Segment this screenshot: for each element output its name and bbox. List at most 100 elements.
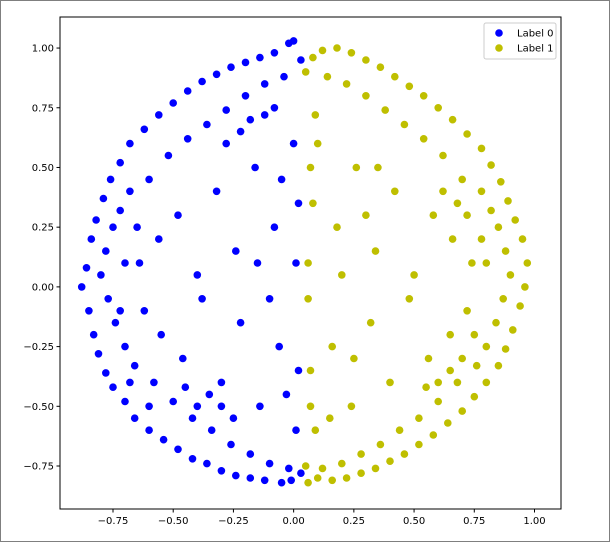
data-point bbox=[203, 120, 211, 129]
data-point bbox=[301, 68, 310, 76]
data-point bbox=[109, 383, 117, 392]
data-point bbox=[523, 259, 532, 267]
data-point bbox=[444, 419, 452, 427]
data-point bbox=[133, 223, 141, 231]
data-point bbox=[198, 295, 206, 303]
data-point bbox=[253, 259, 262, 267]
data-point bbox=[270, 49, 279, 57]
data-point bbox=[458, 175, 467, 184]
data-point bbox=[217, 378, 226, 387]
data-point bbox=[494, 223, 503, 231]
data-point bbox=[292, 426, 300, 435]
series-label-1 bbox=[301, 44, 532, 487]
data-point bbox=[85, 307, 93, 315]
data-point bbox=[509, 326, 517, 334]
data-point bbox=[246, 474, 255, 482]
data-point bbox=[145, 175, 153, 184]
data-point bbox=[155, 111, 163, 119]
data-point bbox=[126, 139, 134, 148]
data-point bbox=[277, 478, 286, 487]
data-point bbox=[140, 125, 149, 134]
data-point bbox=[174, 445, 182, 454]
data-point bbox=[419, 135, 428, 143]
data-point bbox=[270, 104, 279, 112]
data-point bbox=[477, 187, 486, 196]
data-point bbox=[155, 235, 163, 243]
data-point bbox=[463, 307, 471, 315]
data-point bbox=[311, 111, 320, 119]
x-tick-label: 0.00 bbox=[283, 516, 305, 527]
data-point bbox=[347, 402, 356, 411]
data-point bbox=[236, 127, 245, 136]
data-point bbox=[326, 414, 334, 423]
data-point bbox=[311, 426, 320, 435]
data-point bbox=[366, 318, 375, 327]
data-point bbox=[463, 130, 471, 138]
data-point bbox=[381, 106, 390, 114]
data-point bbox=[446, 366, 455, 375]
data-point bbox=[504, 197, 512, 205]
data-point bbox=[246, 115, 255, 124]
data-point bbox=[140, 307, 149, 315]
x-tick-label: −0.75 bbox=[98, 516, 129, 527]
data-point bbox=[313, 139, 322, 148]
legend-marker-label-0 bbox=[495, 29, 503, 37]
data-point bbox=[342, 474, 351, 482]
data-point bbox=[463, 211, 471, 219]
y-axis-ticks: −0.75 −0.50 −0.25 0.00 0.25 0.50 0.75 1.00 bbox=[23, 44, 60, 473]
data-point bbox=[270, 223, 279, 231]
data-point bbox=[410, 271, 418, 279]
data-point bbox=[501, 345, 510, 353]
data-point bbox=[97, 271, 105, 279]
data-point bbox=[338, 459, 346, 468]
data-point bbox=[395, 426, 404, 435]
data-point bbox=[260, 80, 269, 88]
data-point bbox=[282, 390, 291, 399]
x-tick-label: 0.75 bbox=[463, 516, 485, 527]
data-point bbox=[89, 330, 98, 339]
data-point bbox=[352, 163, 361, 172]
data-point bbox=[104, 295, 112, 303]
y-tick-label: 0.50 bbox=[32, 163, 54, 174]
data-point bbox=[212, 70, 221, 79]
data-point bbox=[183, 135, 192, 143]
data-point bbox=[174, 211, 182, 219]
data-point bbox=[121, 342, 129, 351]
data-point bbox=[116, 206, 124, 215]
data-point bbox=[446, 330, 455, 339]
data-point bbox=[506, 271, 515, 279]
data-point bbox=[145, 426, 153, 435]
data-point bbox=[116, 307, 124, 315]
data-point bbox=[157, 330, 165, 339]
data-point bbox=[109, 223, 117, 231]
data-point bbox=[328, 342, 337, 351]
data-point bbox=[494, 361, 503, 370]
data-point bbox=[229, 414, 238, 423]
data-point bbox=[516, 302, 524, 310]
x-axis-ticks: −0.75 −0.50 −0.25 0.00 0.25 0.50 0.75 1.00 bbox=[98, 509, 546, 527]
data-point bbox=[212, 187, 221, 196]
data-point bbox=[391, 72, 399, 81]
x-tick-label: 0.50 bbox=[403, 516, 425, 527]
data-point bbox=[497, 178, 505, 186]
data-point bbox=[511, 216, 519, 224]
data-point bbox=[439, 151, 447, 160]
data-point bbox=[169, 397, 177, 406]
data-point bbox=[357, 469, 365, 478]
data-point bbox=[306, 163, 315, 172]
data-point bbox=[429, 431, 438, 439]
data-point bbox=[338, 271, 346, 279]
data-point bbox=[130, 414, 139, 423]
data-point bbox=[260, 111, 269, 119]
data-point bbox=[289, 37, 298, 45]
y-tick-label: 1.00 bbox=[32, 44, 54, 55]
data-point bbox=[159, 435, 168, 444]
data-point bbox=[309, 53, 317, 62]
data-point bbox=[458, 407, 467, 415]
data-point bbox=[217, 467, 226, 475]
data-point bbox=[77, 283, 86, 291]
data-point bbox=[222, 106, 230, 114]
data-point bbox=[347, 49, 356, 57]
data-point bbox=[318, 464, 327, 473]
